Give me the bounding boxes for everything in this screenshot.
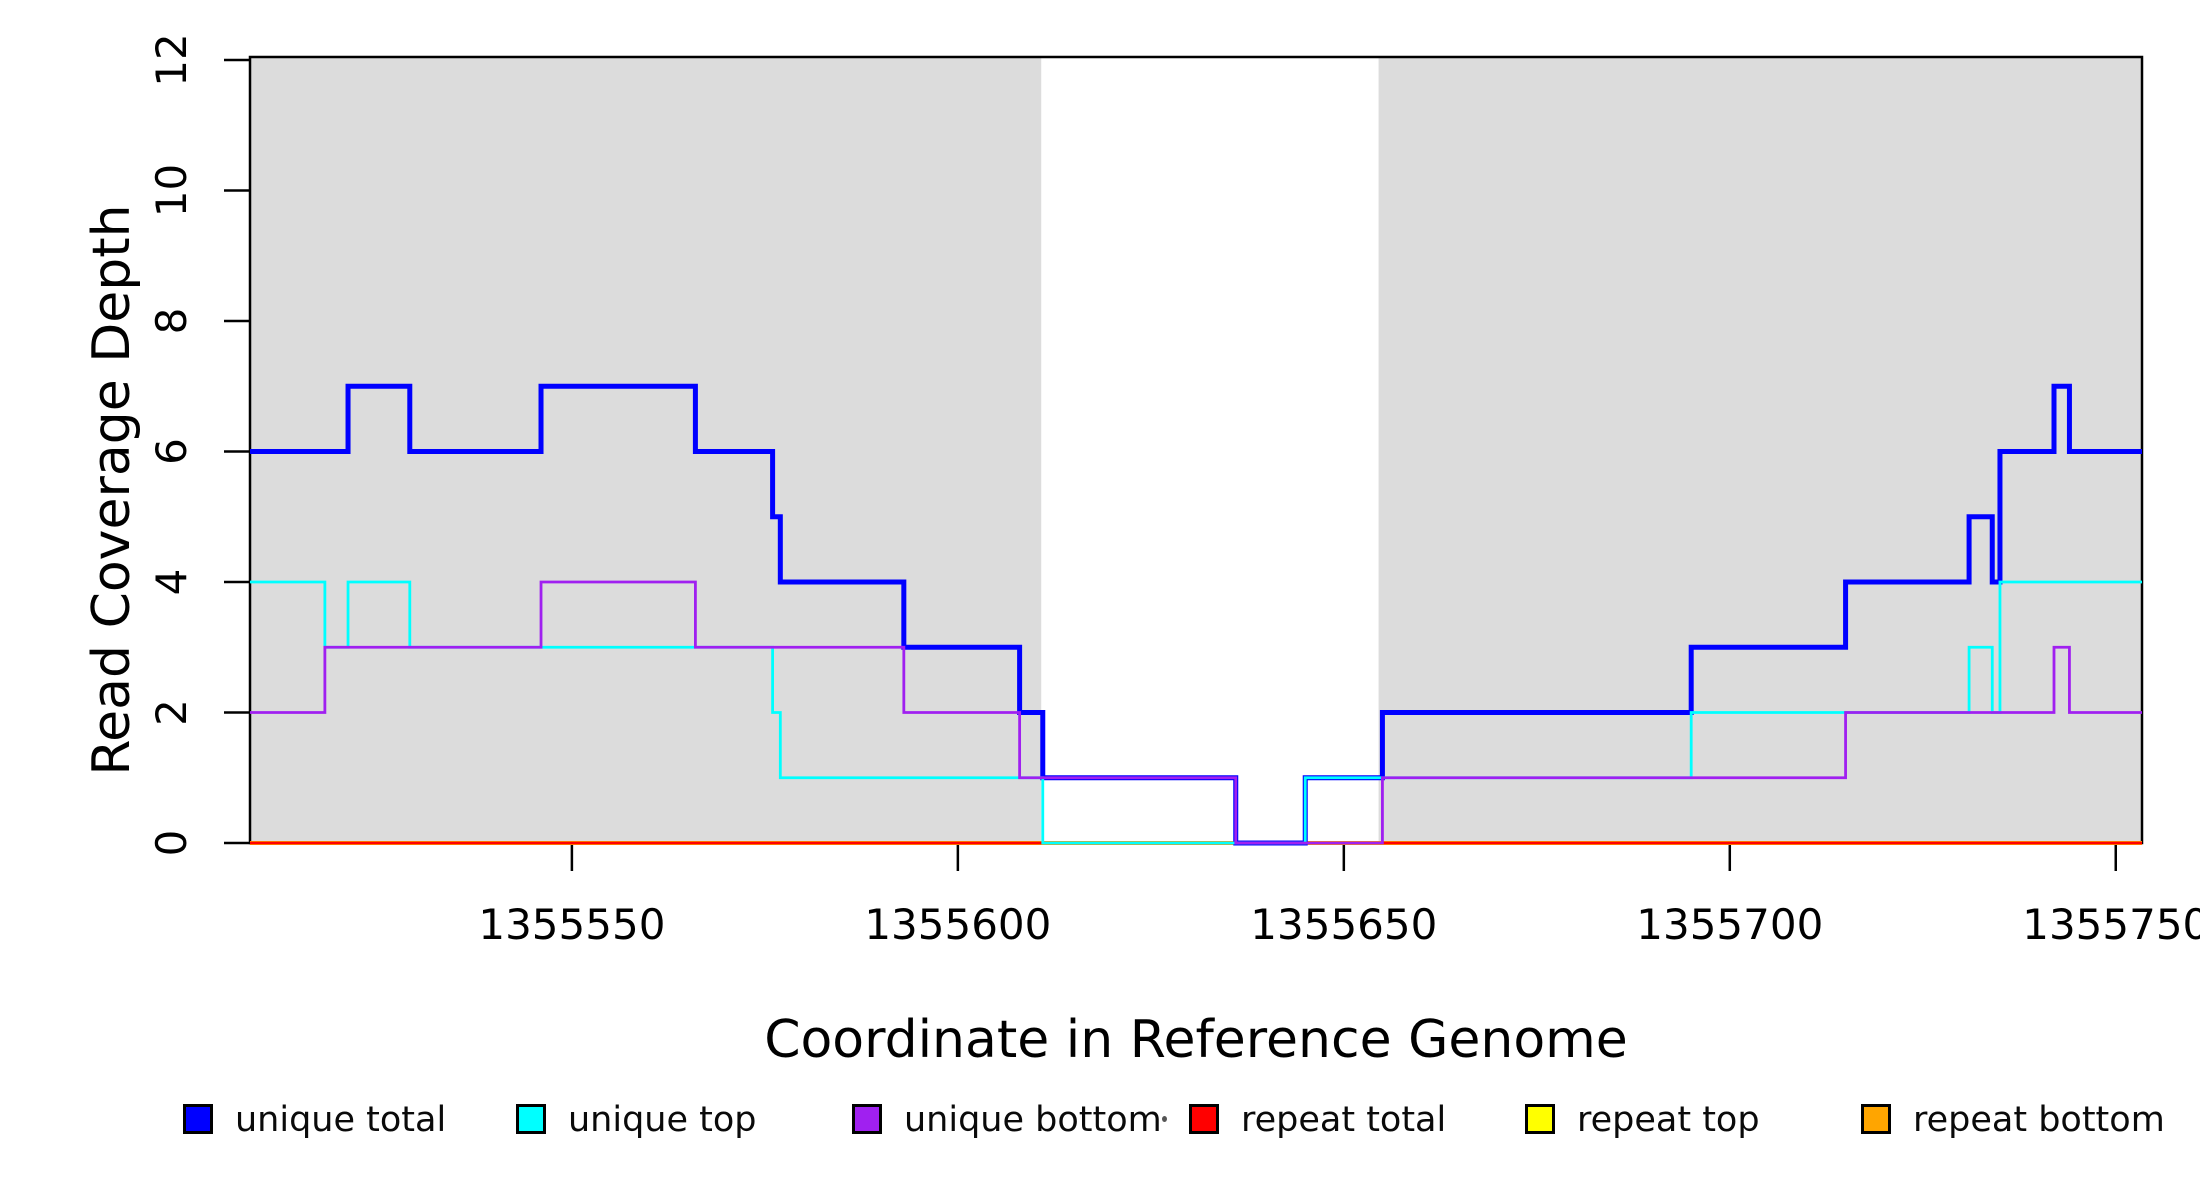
x-tick-label: 1355650 — [1250, 900, 1437, 949]
x-tick-label: 1355700 — [1636, 900, 1823, 949]
legend-label: repeat bottom — [1913, 1100, 2165, 1140]
legend-item-unique-bottom: unique bottom — [852, 1100, 1162, 1138]
legend-item-repeat-total: repeat total — [1189, 1100, 1446, 1138]
legend-label: unique total — [235, 1100, 447, 1140]
legend-swatch-icon — [183, 1104, 213, 1134]
legend-item-unique-total: unique total — [183, 1100, 446, 1138]
y-tick-label: 12 — [147, 33, 196, 86]
y-tick-label: 8 — [147, 308, 196, 335]
legend-item-repeat-bottom: repeat bottom — [1861, 1100, 2165, 1138]
legend-label: unique top — [568, 1100, 757, 1140]
legend-label: repeat top — [1577, 1100, 1760, 1140]
legend-swatch-icon — [1861, 1104, 1891, 1134]
legend-swatch-icon — [1189, 1104, 1219, 1134]
stray-dot — [1162, 1116, 1167, 1122]
y-tick-label: 2 — [147, 699, 196, 726]
y-axis-title: Read Coverage Depth — [82, 204, 142, 776]
legend-item-repeat-top: repeat top — [1525, 1100, 1760, 1138]
x-tick-label: 1355600 — [864, 900, 1051, 949]
legend-label: unique bottom — [904, 1100, 1162, 1140]
y-tick-label: 4 — [147, 569, 196, 596]
legend: unique total unique top unique bottom repea… — [0, 0, 2200, 1138]
x-tick-label: 1355750 — [2022, 900, 2200, 949]
shaded-region-1 — [250, 57, 1042, 843]
x-tick-label: 1355550 — [478, 900, 665, 949]
legend-swatch-icon — [852, 1104, 882, 1134]
series-unique-bottom — [250, 580, 2142, 845]
legend-swatch-icon — [1525, 1104, 1555, 1134]
legend-swatch-icon — [516, 1104, 546, 1134]
y-tick-label: 10 — [147, 164, 196, 217]
series-unique-top — [250, 580, 2142, 845]
x-axis-title: Coordinate in Reference Genome — [764, 1010, 1628, 1070]
legend-label: repeat total — [1241, 1100, 1447, 1140]
legend-item-unique-top: unique top — [516, 1100, 757, 1138]
y-tick-label: 6 — [147, 438, 196, 465]
y-tick-label: 0 — [147, 830, 196, 857]
